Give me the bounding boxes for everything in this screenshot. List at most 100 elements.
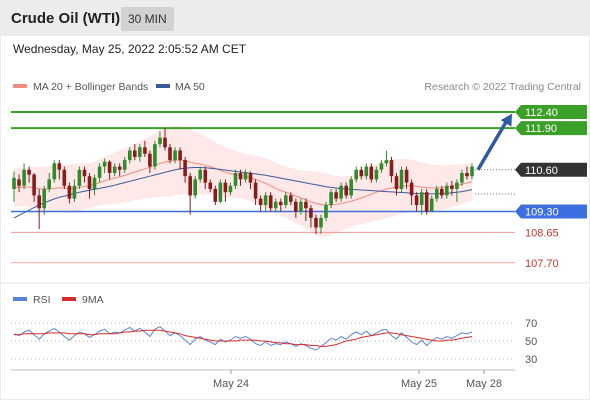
candle	[389, 156, 394, 183]
rsi-panel: 70 50 30	[11, 318, 537, 366]
legend-swatch-9ma	[62, 297, 76, 301]
candle-body	[273, 201, 278, 209]
candle-body	[193, 179, 197, 196]
candle	[470, 163, 474, 180]
timeframe-badge[interactable]: 30 MIN	[121, 7, 174, 31]
candle	[213, 185, 218, 206]
legend-label-ma20: MA 20 + Bollinger Bands	[33, 81, 148, 93]
candle-body	[188, 176, 192, 196]
candle-body	[364, 166, 369, 177]
candle	[349, 176, 353, 199]
price-tag-label-110-60: 110.60	[525, 165, 558, 177]
candle-body	[284, 195, 288, 205]
candle-body	[253, 182, 258, 199]
candle	[304, 198, 308, 222]
candle-body	[87, 176, 92, 189]
candle-body	[148, 153, 152, 167]
candle-body	[117, 166, 122, 170]
candle-body	[17, 179, 21, 186]
candle	[87, 172, 92, 199]
candle	[72, 179, 77, 202]
candle	[253, 179, 258, 206]
candle-body	[404, 169, 409, 183]
candle-body	[414, 195, 419, 205]
candle-body	[72, 185, 77, 199]
candle-body	[299, 201, 303, 212]
candle-body	[92, 177, 97, 189]
candle-body	[173, 150, 177, 161]
candle-body	[203, 169, 208, 183]
candle	[107, 160, 112, 180]
price-tag-111-90	[515, 121, 587, 136]
candle-body	[394, 176, 399, 189]
candle	[62, 166, 67, 189]
level-label-107-70: 107.70	[525, 258, 559, 270]
candle-body	[163, 137, 167, 148]
candle-body	[455, 182, 459, 189]
candle-body	[309, 208, 313, 218]
forecast-arrow	[476, 113, 512, 171]
candle	[324, 201, 328, 222]
candle-body	[374, 169, 379, 180]
x-tick-label: May 25	[401, 378, 437, 390]
candle	[12, 171, 16, 202]
candle-body	[440, 189, 444, 196]
candle	[394, 172, 399, 196]
legend-swatch-ma50	[156, 84, 170, 88]
candle	[284, 192, 288, 209]
candle	[223, 179, 228, 202]
candle-body	[218, 182, 223, 202]
price-tag-label-111-90: 111.90	[525, 123, 557, 135]
candle	[82, 166, 87, 183]
candle	[198, 166, 202, 183]
price-tag-label-109-30: 109.30	[525, 206, 559, 218]
rsi-line	[13, 325, 473, 351]
candle-body	[112, 166, 117, 173]
candle-body	[228, 185, 233, 193]
candle-body	[324, 205, 328, 218]
candle-body	[133, 150, 137, 157]
candle-body	[409, 182, 414, 196]
candle	[424, 189, 429, 215]
candle	[178, 147, 182, 170]
candle-body	[32, 174, 36, 196]
candle	[429, 195, 434, 212]
candle	[339, 182, 343, 202]
candle	[163, 128, 167, 151]
candle-body	[435, 189, 439, 199]
candle-body	[389, 160, 394, 177]
candle-body	[233, 173, 238, 186]
candle-body	[223, 182, 228, 193]
legend-swatch-ma20	[13, 84, 27, 88]
candle-body	[57, 163, 62, 170]
candle	[289, 192, 293, 206]
legend-label-ma50: MA 50	[175, 81, 205, 93]
candle-body	[369, 166, 374, 180]
candle-body	[304, 201, 308, 209]
candle-body	[278, 201, 283, 205]
candle-body	[339, 185, 343, 199]
candle	[233, 169, 238, 189]
candle	[273, 198, 278, 212]
candle-body	[82, 169, 87, 177]
candle	[208, 179, 213, 193]
candle	[102, 158, 107, 173]
candle-body	[62, 169, 67, 186]
candle	[268, 192, 273, 212]
price-tag-112-40	[515, 105, 587, 120]
candle-body	[424, 192, 429, 212]
candle	[143, 140, 147, 157]
level-label-108-65: 108.65	[525, 227, 559, 239]
candle-body	[329, 192, 333, 205]
datetime-label: Wednesday, May 25, 2022 2:05:52 AM CET	[13, 42, 247, 56]
candle-body	[314, 217, 318, 228]
candle-body	[445, 185, 449, 196]
candle	[399, 166, 404, 193]
price-tag-109-30	[515, 204, 587, 219]
candle-body	[289, 195, 293, 202]
candle	[67, 182, 72, 204]
candle	[117, 163, 122, 177]
legend: MA 20 + Bollinger Bands MA 50 Research ©…	[13, 81, 581, 93]
candle	[299, 198, 303, 215]
candle-body	[354, 169, 358, 180]
